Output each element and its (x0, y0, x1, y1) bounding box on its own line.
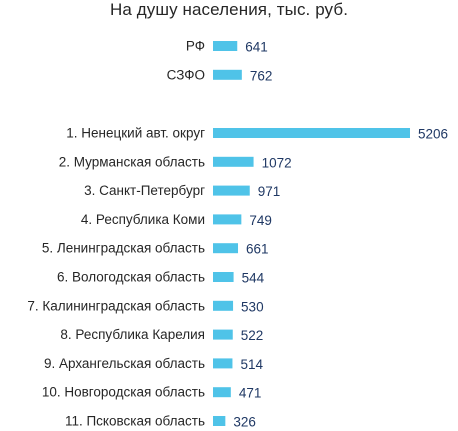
category-label: 2. Мурманская область (59, 154, 205, 169)
bar (213, 41, 238, 51)
value-label: 514 (240, 357, 263, 372)
category-label: 7. Калининградская область (27, 298, 205, 313)
category-label: 3. Санкт-Петербург (84, 183, 205, 198)
value-label: 326 (233, 415, 256, 430)
bar (213, 243, 239, 254)
bar (213, 272, 234, 282)
bar (213, 300, 234, 311)
value-label: 471 (239, 386, 262, 401)
value-label: 661 (246, 242, 269, 257)
chart-title: На душу населения, тыс. руб. (109, 0, 349, 19)
category-label: 5. Ленинградская область (42, 241, 205, 256)
category-label: 6. Вологодская область (57, 270, 205, 285)
category-label: РФ (186, 39, 205, 54)
bar (213, 185, 250, 196)
bar (213, 214, 242, 225)
category-label: 1. Ненецкий авт. округ (66, 126, 205, 141)
category-label: 9. Архангельская область (44, 356, 205, 371)
value-label: 641 (245, 40, 268, 55)
value-label: 530 (241, 299, 264, 314)
value-label: 5206 (418, 127, 448, 142)
category-label: 10. Новгородская область (42, 385, 205, 400)
category-label: 4. Республика Коми (81, 212, 205, 227)
bar (213, 329, 233, 340)
value-label: 762 (250, 68, 273, 83)
category-label: 11. Псковская область (65, 414, 205, 429)
category-label: СЗФО (167, 67, 205, 82)
bar (213, 416, 226, 426)
value-label: 971 (258, 184, 281, 199)
value-label: 544 (242, 271, 265, 286)
bar (213, 128, 410, 138)
value-label: 522 (241, 328, 264, 343)
bar (213, 69, 242, 80)
category-label: 8. Республика Карелия (60, 327, 205, 342)
value-label: 1072 (262, 155, 292, 170)
bar (213, 358, 233, 369)
bar (213, 387, 231, 398)
value-label: 749 (249, 213, 272, 228)
bar (213, 156, 254, 167)
